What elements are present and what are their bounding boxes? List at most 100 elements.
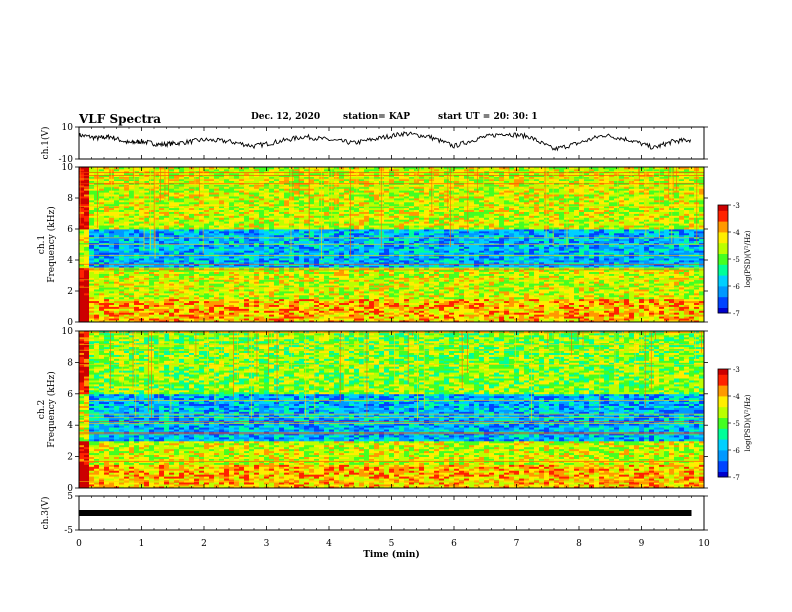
ch1-spectrogram-cell	[219, 291, 225, 294]
ch1-spectrogram-cell	[179, 310, 185, 313]
ch1-spectrogram-cell	[654, 298, 660, 302]
ch1-spectrogram-cell	[344, 291, 350, 294]
ch1-spectrogram-cell	[104, 296, 110, 300]
ch1-spectrogram-cell	[219, 308, 225, 311]
ch1-spectrogram-cell	[109, 291, 115, 294]
ch1-spectrogram-cell	[164, 316, 170, 319]
ch1-spectrogram-cell	[584, 308, 590, 311]
ch1-spectrogram-cell	[404, 316, 410, 319]
ch1-spectrogram-cell	[179, 289, 185, 292]
ch1-spectrogram-cell	[179, 312, 185, 315]
ch1-spectrogram-cell	[214, 306, 220, 309]
ch1-spectrogram-cell	[309, 289, 315, 292]
ch1-spectrogram-cell	[114, 298, 120, 302]
ch1-spectrogram-cell	[449, 294, 455, 298]
ch1-spectrogram-cell	[294, 310, 300, 313]
ch1-spectrogram-cell	[174, 310, 180, 313]
ch1-spectrogram-cell	[354, 289, 360, 292]
ch1-spectrogram-cell	[414, 300, 420, 304]
ch1-spectrogram-cell	[424, 320, 430, 323]
ch1-spectrogram-cell	[139, 298, 145, 302]
ch1-spectrogram-cell	[204, 306, 210, 309]
ch1-spectrogram-cell	[139, 294, 145, 298]
ch1-spectrogram-cell	[444, 310, 450, 313]
ch1-spectrogram-cell	[109, 310, 115, 313]
ch1-spectrogram-cell	[399, 318, 405, 321]
ch1-spectrogram-cell	[379, 308, 385, 311]
ch1-spectrogram-cell	[584, 320, 590, 323]
ch1-spectrogram-cell	[629, 314, 635, 317]
ch1-spectrogram-cell	[449, 310, 455, 313]
ch1-spectrogram-cell	[694, 294, 700, 298]
ch1-spectrogram-cell	[354, 302, 360, 305]
ch1-spectrogram-cell	[259, 294, 265, 298]
ch1-spectrogram-cell	[99, 294, 105, 298]
ch1-spectrogram-cell	[194, 296, 200, 300]
ch1-spectrogram-cell	[134, 316, 140, 319]
ch1-spectrogram-cell	[359, 300, 365, 304]
ch1-spectrogram-cell	[524, 302, 530, 305]
ch1-spectrogram-cell	[674, 298, 680, 302]
ch1-spectrogram-cell	[384, 306, 390, 309]
ch1-spectrogram-cell	[299, 296, 305, 300]
ch1-spectrogram-cell	[429, 320, 435, 323]
ch1-spectrogram-cell	[419, 302, 425, 305]
ch1-spectrogram-cell	[279, 289, 285, 292]
ch1-spectrogram-cell	[244, 296, 250, 300]
ch1-spectrogram-cell	[369, 289, 375, 292]
ch1-spectrogram-cell	[484, 300, 490, 304]
ch1-spectrogram-cell	[329, 306, 335, 309]
ch1-spectrogram-cell	[154, 318, 160, 321]
ch1-spectrogram-cell	[304, 310, 310, 313]
ch1-spectrogram-cell	[529, 292, 535, 296]
ch1-spectrogram-cell	[419, 312, 425, 315]
ch1-spectrogram-cell	[289, 292, 295, 296]
ch1-spectrogram-cell	[369, 318, 375, 321]
ch1-spectrogram-cell	[689, 298, 695, 302]
ch1-spectrogram-cell	[349, 302, 355, 305]
ch1-spectrogram-cell	[289, 308, 295, 311]
ch1-spectrogram-cell	[274, 296, 280, 300]
ch1-spectrogram-cell	[199, 294, 205, 298]
ch1-spectrogram-cell	[559, 316, 565, 319]
ch1-spectrogram-cell	[329, 314, 335, 317]
ch1-spectrogram-cell	[594, 298, 600, 302]
ch1-spectrogram-cell	[269, 306, 275, 309]
ch1-spectrogram-cell	[689, 318, 695, 321]
ch1-spectrogram-cell	[289, 310, 295, 313]
ch1-spectrogram-cell	[544, 312, 550, 315]
ch1-spectrogram-cell	[374, 312, 380, 315]
ch1-spectrogram-cell	[619, 294, 625, 298]
ch1-spectrogram-cell	[314, 294, 320, 298]
ch1-spectrogram-cell	[604, 312, 610, 315]
ch1-spectrogram-cell	[224, 318, 230, 321]
ch1-spectrogram-cell	[394, 298, 400, 302]
ch1-spectrogram-cell	[234, 302, 240, 305]
ch1-spectrogram-cell	[554, 300, 560, 304]
ch1-spectrogram-cell	[559, 302, 565, 305]
ch1-spectrogram-cell	[619, 300, 625, 304]
ch1-spectrogram-cell	[364, 310, 370, 313]
ch1-spectrogram-cell	[554, 316, 560, 319]
ch1-spectrogram-cell	[699, 292, 705, 296]
ch1-spectrogram-cell	[469, 304, 475, 307]
ch1-spectrogram-cell	[694, 300, 700, 304]
ch1-spectrogram-cell	[249, 318, 255, 321]
ch1-spectrogram-cell	[524, 320, 530, 323]
ch1-spectrogram-cell	[94, 320, 100, 323]
ch1-spectrogram-cell	[634, 294, 640, 298]
ch1-spectrogram-cell	[464, 298, 470, 302]
ch1-spectrogram-cell	[574, 300, 580, 304]
ch1-spectrogram-cell	[324, 291, 330, 294]
ch1-spectrogram-cell	[479, 310, 485, 313]
ch1-spectrogram-cell	[684, 308, 690, 311]
ch1-spectrogram-cell	[304, 306, 310, 309]
ch1-spectrogram-cell	[654, 294, 660, 298]
ch1-spectrogram-cell	[694, 312, 700, 315]
ch1-spectrogram-cell	[399, 304, 405, 307]
ch1-spectrogram-cell	[134, 308, 140, 311]
ch1-spectrogram-cell	[659, 314, 665, 317]
ch1-spectrogram-cell	[214, 298, 220, 302]
ch1-spectrogram-cell	[379, 291, 385, 294]
ch1-spectrogram-cell	[404, 304, 410, 307]
